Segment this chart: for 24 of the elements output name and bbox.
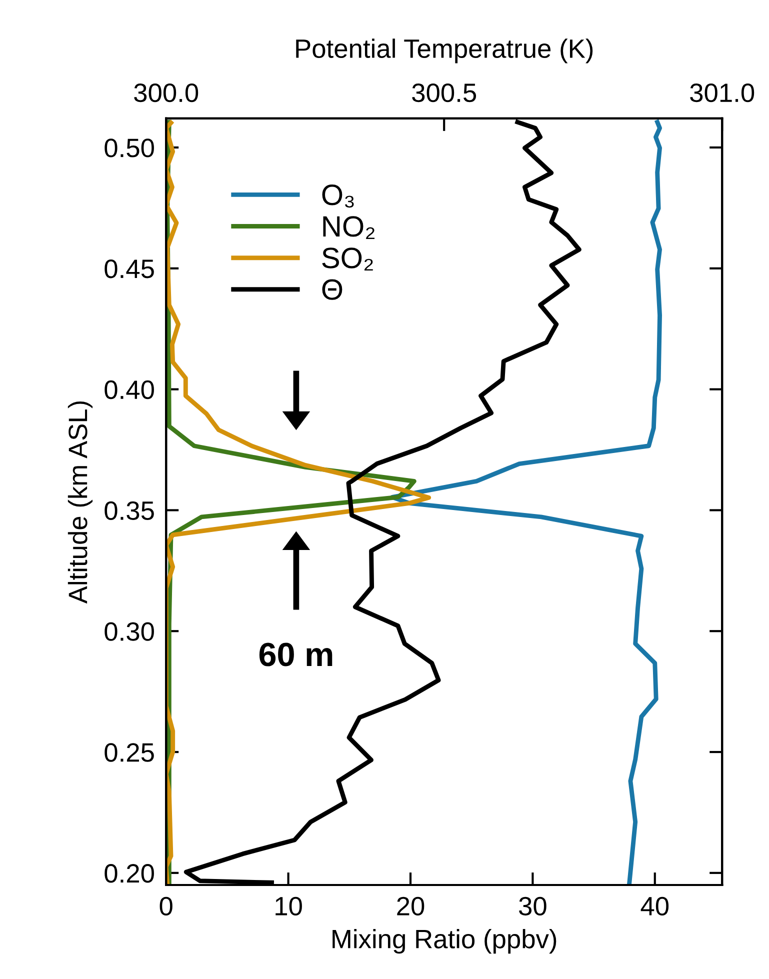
- legend-label: Θ: [322, 279, 342, 300]
- y-tick-label: 0.30: [104, 622, 154, 641]
- x2-tick-label: 300.0: [134, 83, 198, 102]
- x2-axis-title: Potential Temperatrue (K): [296, 38, 593, 64]
- x-tick-label: 0: [160, 896, 172, 916]
- line-series: [390, 120, 662, 886]
- x2-tick-label: 300.5: [412, 83, 476, 102]
- y-tick-label: 0.25: [104, 743, 154, 762]
- y-tick-label: 0.50: [104, 138, 154, 158]
- legend-label: O₃: [322, 184, 354, 208]
- x-axis-title: Mixing Ratio (ppbv): [332, 929, 556, 954]
- x-tick-label: 10: [276, 896, 302, 916]
- legend-label: NO₂: [323, 216, 374, 239]
- y-tick-label: 0.45: [104, 260, 154, 278]
- x-tick-label: 30: [519, 896, 546, 916]
- x-tick-label: 20: [397, 896, 424, 916]
- x2-tick-label: 301.0: [690, 83, 754, 102]
- y-tick-label: 0.35: [104, 501, 154, 520]
- x-tick-label: 40: [640, 896, 669, 916]
- y-tick-label: 0.40: [104, 380, 154, 400]
- annotation: 60 m: [259, 642, 332, 666]
- legend-label: SO₂: [322, 248, 373, 271]
- y-axis-title: Altitude (km ASL): [68, 401, 93, 604]
- y-tick-label: 0.20: [104, 864, 154, 883]
